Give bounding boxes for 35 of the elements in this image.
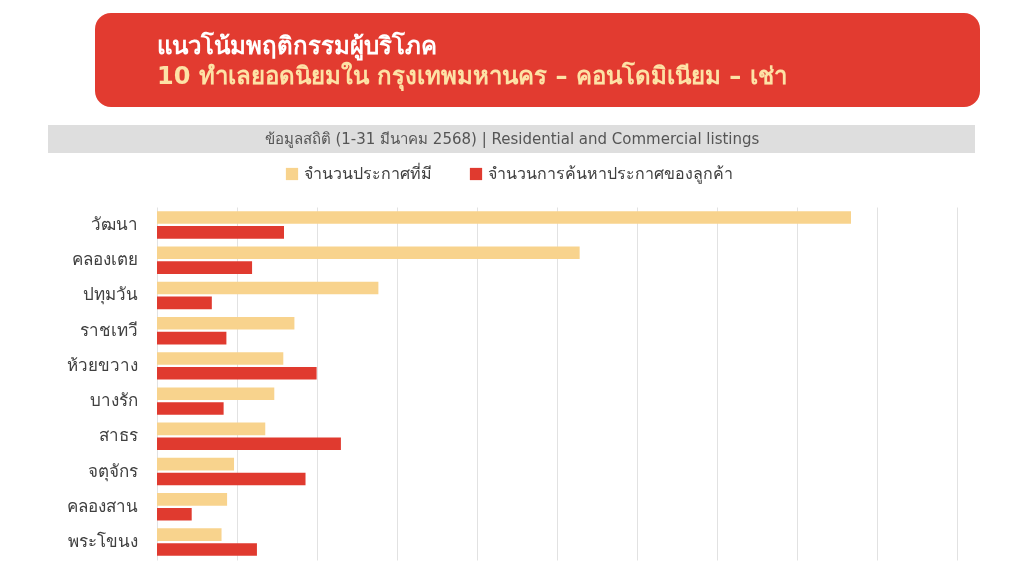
y-tick-label: คลองเตย — [71, 249, 138, 270]
bar — [157, 507, 192, 521]
bar — [157, 281, 379, 295]
y-tick-label: จตุจักร — [87, 460, 138, 482]
bar — [157, 331, 227, 345]
y-tick-label: ราชเทวี — [79, 319, 138, 340]
bar — [157, 528, 222, 541]
y-tick-label: บางรัก — [89, 390, 138, 411]
bar — [157, 352, 284, 365]
y-tick-label: วัฒนา — [90, 213, 138, 234]
bar — [157, 437, 341, 451]
bar — [157, 422, 266, 436]
bar — [157, 211, 851, 224]
bar — [157, 472, 306, 486]
bar — [157, 296, 212, 310]
bar — [157, 543, 257, 556]
y-tick-label: สาธร — [98, 425, 138, 446]
bar — [157, 457, 235, 471]
legend-label: จำนวนการค้นหาประกาศของลูกค้า — [488, 164, 733, 184]
chart-title: แนวโน้มพฤติกรรมผู้บริโภค — [157, 31, 437, 61]
y-tick-label: ห้วยขวาง — [66, 354, 138, 375]
bar — [157, 246, 580, 260]
bar — [157, 402, 224, 415]
bar — [157, 261, 253, 274]
bar — [157, 367, 317, 380]
bar — [157, 493, 228, 506]
text: ข้อมูลสถิติ (1-31 มีนาคม 2568) | Residential and Commercial listings — [264, 130, 760, 148]
y-tick-label: ปทุมวัน — [82, 284, 138, 306]
y-tick-label: พระโขนง — [67, 531, 138, 552]
legend-label: จำนวนประกาศที่มี — [304, 162, 432, 183]
y-tick-label: คลองสาน — [66, 495, 138, 516]
chart-subtitle: 10 ทำเลยอดนิยมใน กรุงเทพมหานคร – คอนโดมิเนียม – เช่า — [157, 61, 787, 92]
bar — [157, 387, 275, 400]
bar — [157, 316, 295, 330]
bar — [157, 226, 284, 239]
